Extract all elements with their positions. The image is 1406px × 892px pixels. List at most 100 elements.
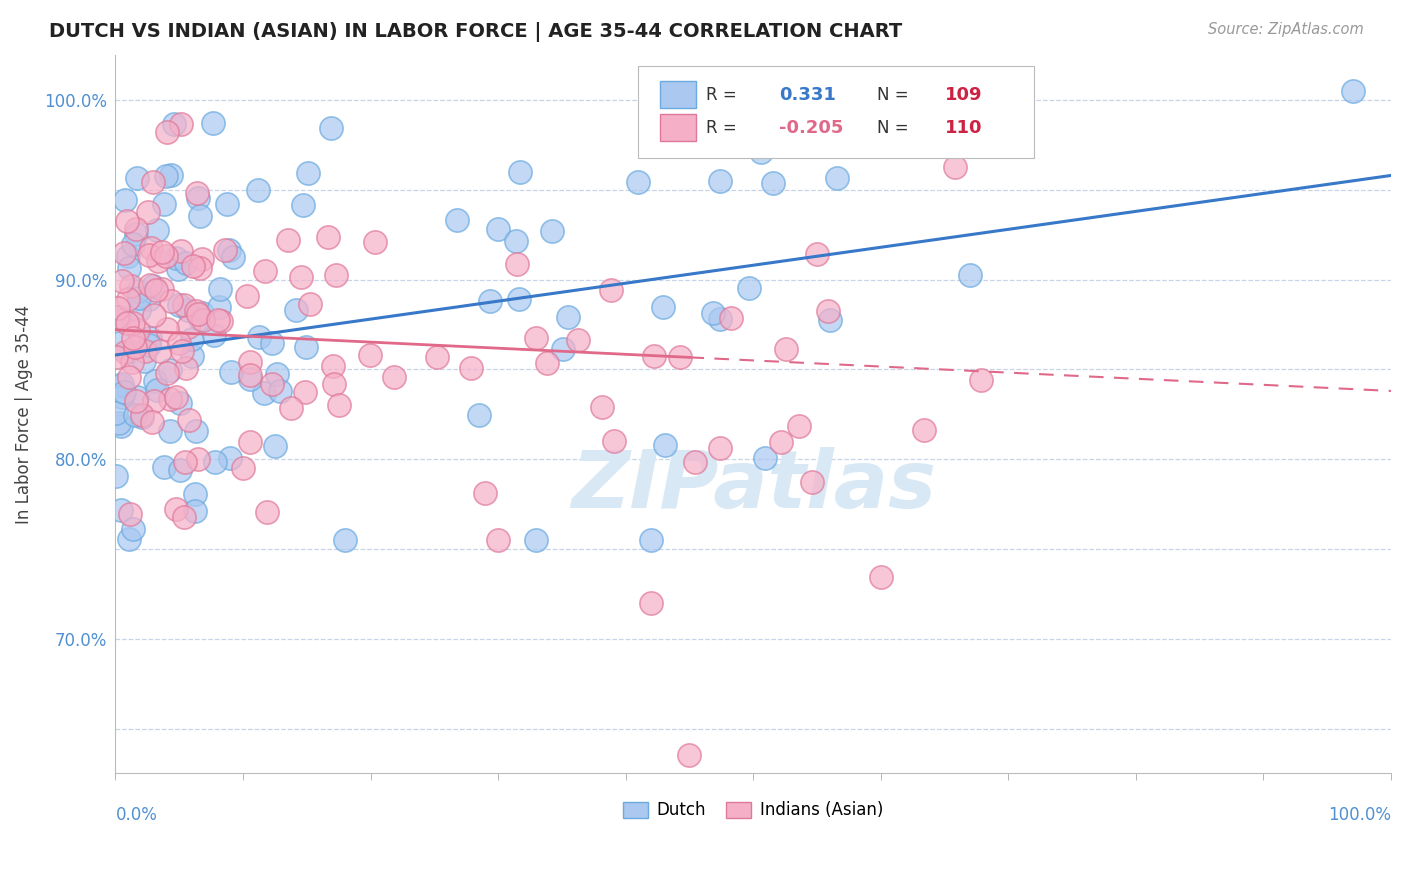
Point	[775, 343, 797, 357]
Point	[110, 335, 132, 350]
Point	[150, 245, 173, 260]
Point	[325, 268, 347, 283]
Point	[567, 333, 589, 347]
Point	[122, 316, 145, 330]
Point	[156, 124, 179, 138]
Point	[319, 120, 342, 135]
Point	[169, 462, 191, 476]
Point	[190, 252, 212, 266]
Point	[187, 451, 209, 466]
Point	[460, 360, 482, 375]
Point	[654, 438, 676, 452]
Point	[143, 308, 166, 322]
Bar	[659, 114, 696, 141]
Point	[603, 434, 626, 449]
Point	[468, 409, 491, 423]
Point	[167, 298, 190, 312]
Text: 110: 110	[945, 119, 981, 136]
Point	[754, 451, 776, 466]
Point	[124, 340, 146, 354]
Point	[165, 391, 187, 405]
Point	[114, 193, 136, 207]
Point	[316, 230, 339, 244]
Point	[148, 254, 170, 268]
Point	[122, 331, 145, 345]
Point	[201, 115, 224, 129]
Point	[799, 85, 821, 99]
Point	[551, 342, 574, 356]
Point	[364, 235, 387, 249]
Point	[359, 348, 381, 362]
Point	[146, 383, 169, 397]
Point	[127, 323, 149, 337]
Point	[787, 418, 810, 433]
Point	[169, 396, 191, 410]
Point	[105, 469, 128, 483]
Point	[188, 261, 211, 276]
Point	[254, 264, 277, 278]
Point	[138, 337, 160, 351]
Point	[170, 244, 193, 259]
Point	[703, 86, 725, 100]
Point	[208, 282, 231, 296]
Y-axis label: In Labor Force | Age 35-44: In Labor Force | Age 35-44	[15, 305, 32, 524]
Point	[165, 502, 187, 516]
Point	[145, 284, 167, 298]
Point	[280, 401, 302, 416]
Point	[912, 424, 935, 438]
Text: DUTCH VS INDIAN (ASIAN) IN LABOR FORCE | AGE 35-44 CORRELATION CHART: DUTCH VS INDIAN (ASIAN) IN LABOR FORCE |…	[49, 22, 903, 42]
Text: 109: 109	[945, 86, 981, 103]
Point	[294, 340, 316, 354]
Point	[509, 164, 531, 178]
Point	[232, 461, 254, 475]
Point	[131, 410, 153, 425]
Point	[181, 259, 204, 273]
Point	[118, 261, 141, 276]
Point	[117, 214, 139, 228]
Point	[749, 145, 772, 159]
Point	[486, 222, 509, 236]
Point	[294, 385, 316, 400]
Point	[174, 255, 197, 269]
Point	[970, 373, 993, 387]
Bar	[659, 81, 696, 108]
Point	[124, 408, 146, 422]
Point	[163, 117, 186, 131]
Point	[159, 392, 181, 407]
Point	[291, 198, 314, 212]
Point	[120, 278, 142, 293]
Point	[121, 355, 143, 369]
Point	[108, 310, 131, 324]
Point	[146, 223, 169, 237]
Point	[170, 344, 193, 359]
Point	[333, 533, 356, 547]
Point	[156, 321, 179, 335]
Point	[184, 424, 207, 438]
Point	[260, 376, 283, 391]
Point	[128, 303, 150, 318]
Point	[149, 343, 172, 358]
Point	[187, 307, 209, 321]
Point	[125, 390, 148, 404]
Point	[264, 439, 287, 453]
Text: 0.331: 0.331	[779, 86, 835, 103]
Point	[125, 170, 148, 185]
Point	[541, 224, 564, 238]
Point	[174, 455, 197, 469]
Point	[218, 244, 240, 258]
Point	[266, 367, 288, 381]
Point	[277, 232, 299, 246]
Point	[167, 262, 190, 277]
Text: N =: N =	[877, 119, 914, 136]
Point	[709, 311, 731, 326]
Point	[155, 249, 177, 263]
Point	[591, 400, 613, 414]
Point	[117, 292, 139, 306]
Point	[191, 312, 214, 326]
Point	[143, 374, 166, 388]
Point	[720, 311, 742, 326]
Point	[152, 197, 174, 211]
Point	[298, 297, 321, 311]
Point	[253, 385, 276, 400]
Point	[668, 350, 690, 364]
